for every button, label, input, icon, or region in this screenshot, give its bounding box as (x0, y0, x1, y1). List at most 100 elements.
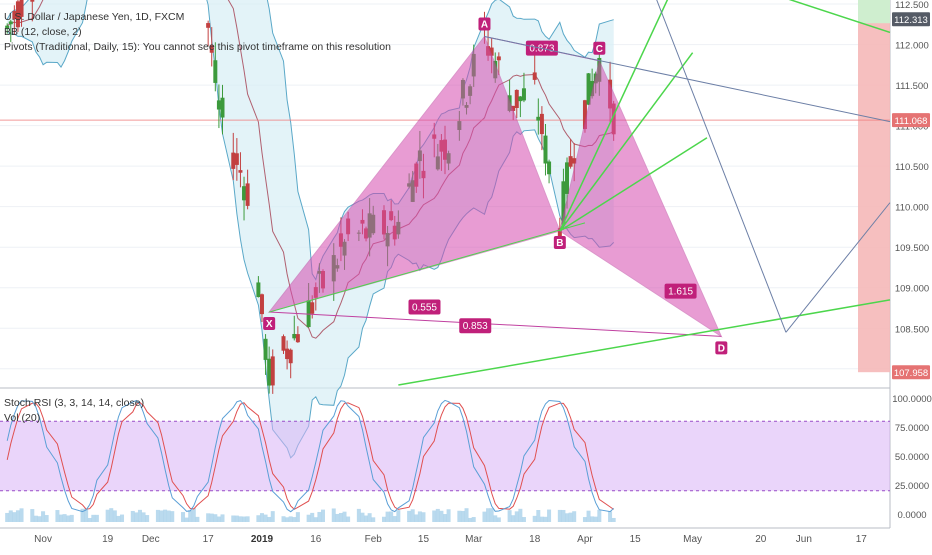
time-tick-label: 15 (630, 534, 642, 545)
candle-body (539, 113, 544, 135)
price-tick-label: 109.500 (895, 243, 929, 254)
candle-body (288, 349, 293, 364)
stoch-tick-label: 100.0000 (892, 394, 932, 405)
volume-bar (295, 512, 300, 522)
volume-bar (435, 508, 440, 522)
volume-bar (209, 513, 214, 522)
price-tick-label: 108.500 (895, 324, 929, 335)
volume-bar (231, 515, 236, 522)
candle-body (234, 153, 239, 165)
bb-legend[interactable]: BB (12, close, 2) (4, 26, 82, 38)
volume-bar (159, 510, 164, 522)
volume-bar (234, 515, 239, 522)
volume-bar (306, 514, 311, 522)
time-tick-label: 17 (203, 534, 215, 545)
ratio-label-bg (408, 299, 441, 315)
time-tick-label: May (683, 534, 702, 545)
candle-body (245, 183, 250, 206)
point-label-bg (593, 41, 606, 55)
volume-bar (15, 510, 20, 522)
candle-body (547, 161, 552, 175)
point-label-c: C (596, 44, 603, 55)
candle-body (213, 60, 218, 83)
time-tick-label: 20 (755, 534, 767, 545)
point-label-bg (478, 17, 491, 31)
volume-bar (259, 513, 264, 522)
time-tick-label: Dec (142, 534, 160, 545)
volume-bar (91, 514, 96, 522)
projection-up (785, 202, 891, 333)
volume-bar (270, 511, 275, 522)
volume-bar (543, 516, 548, 522)
price-tag: 112.313 (894, 15, 928, 26)
time-tick-label: 15 (418, 534, 430, 545)
candle-body (238, 170, 243, 173)
volume-bar (367, 513, 372, 522)
candle-body (285, 348, 290, 360)
volume-bar (105, 509, 110, 522)
candle-body (12, 11, 17, 19)
volume-bar (84, 508, 89, 522)
volume-bar (320, 509, 325, 522)
volume-bar (66, 515, 71, 522)
volume-bar (432, 510, 437, 522)
candle-body (292, 333, 297, 339)
volume-bar (407, 510, 412, 522)
volume-bar (493, 515, 498, 522)
candle-body (216, 100, 221, 110)
upper-trend-line (788, 0, 891, 34)
volume-bar (572, 511, 577, 522)
volume-bar (288, 516, 293, 522)
stoch-rsi-legend[interactable]: Stoch RSI (3, 3, 14, 14, close) (4, 397, 145, 409)
candle-body (259, 294, 264, 315)
volume-bar (385, 511, 390, 522)
price-tag-bg (892, 113, 930, 128)
candle-body (511, 105, 516, 111)
volume-legend[interactable]: Vol (20) (4, 412, 41, 424)
volume-bar (396, 510, 401, 522)
volume-bar (188, 510, 193, 522)
volume-bar (145, 515, 150, 522)
volume-bar (414, 514, 419, 522)
price-tag: 107.958 (894, 368, 928, 379)
price-tag: 111.068 (895, 116, 928, 127)
volume-bar (310, 512, 315, 522)
volume-bar (471, 517, 476, 522)
volume-bar (213, 514, 218, 522)
pivots-legend[interactable]: Pivots (Traditional, Daily, 15): You can… (4, 41, 391, 53)
volume-bar (590, 516, 595, 522)
volume-bar (206, 513, 211, 522)
candle-body (19, 0, 24, 17)
candle-body (489, 47, 494, 56)
candle-body (281, 336, 286, 351)
ratio-label: 0.555 (412, 303, 437, 314)
volume-bar (137, 509, 142, 522)
ratio-label: 0.853 (463, 321, 488, 332)
volume-bar (410, 509, 415, 522)
volume-bar (482, 511, 487, 522)
volume-bar (166, 510, 171, 522)
fan-line-1 (559, 0, 669, 232)
ratio-label-bg (664, 283, 697, 299)
volume-bar (346, 516, 351, 522)
candle-body (557, 228, 562, 242)
volume-bar (335, 513, 340, 522)
volume-bar (539, 516, 544, 522)
candle-body (561, 181, 566, 225)
candle-body (565, 162, 570, 194)
volume-bar (536, 510, 541, 522)
support-line (269, 222, 586, 313)
volume-bar (163, 509, 168, 522)
volume-bar (281, 516, 286, 522)
volume-bar (356, 508, 361, 522)
grid-layer (0, 0, 891, 529)
volume-bar (313, 517, 318, 522)
axis-layer: 112.500 112.000 111.500 111.000 110.500 110.0… (34, 0, 932, 545)
volume-bar (565, 513, 570, 522)
stoch-d-line (6, 402, 614, 510)
stoch-band (0, 421, 890, 491)
symbol-legend[interactable]: U.S. Dollar / Japanese Yen, 1D, FXCM (4, 11, 185, 23)
volume-bar (417, 511, 422, 522)
